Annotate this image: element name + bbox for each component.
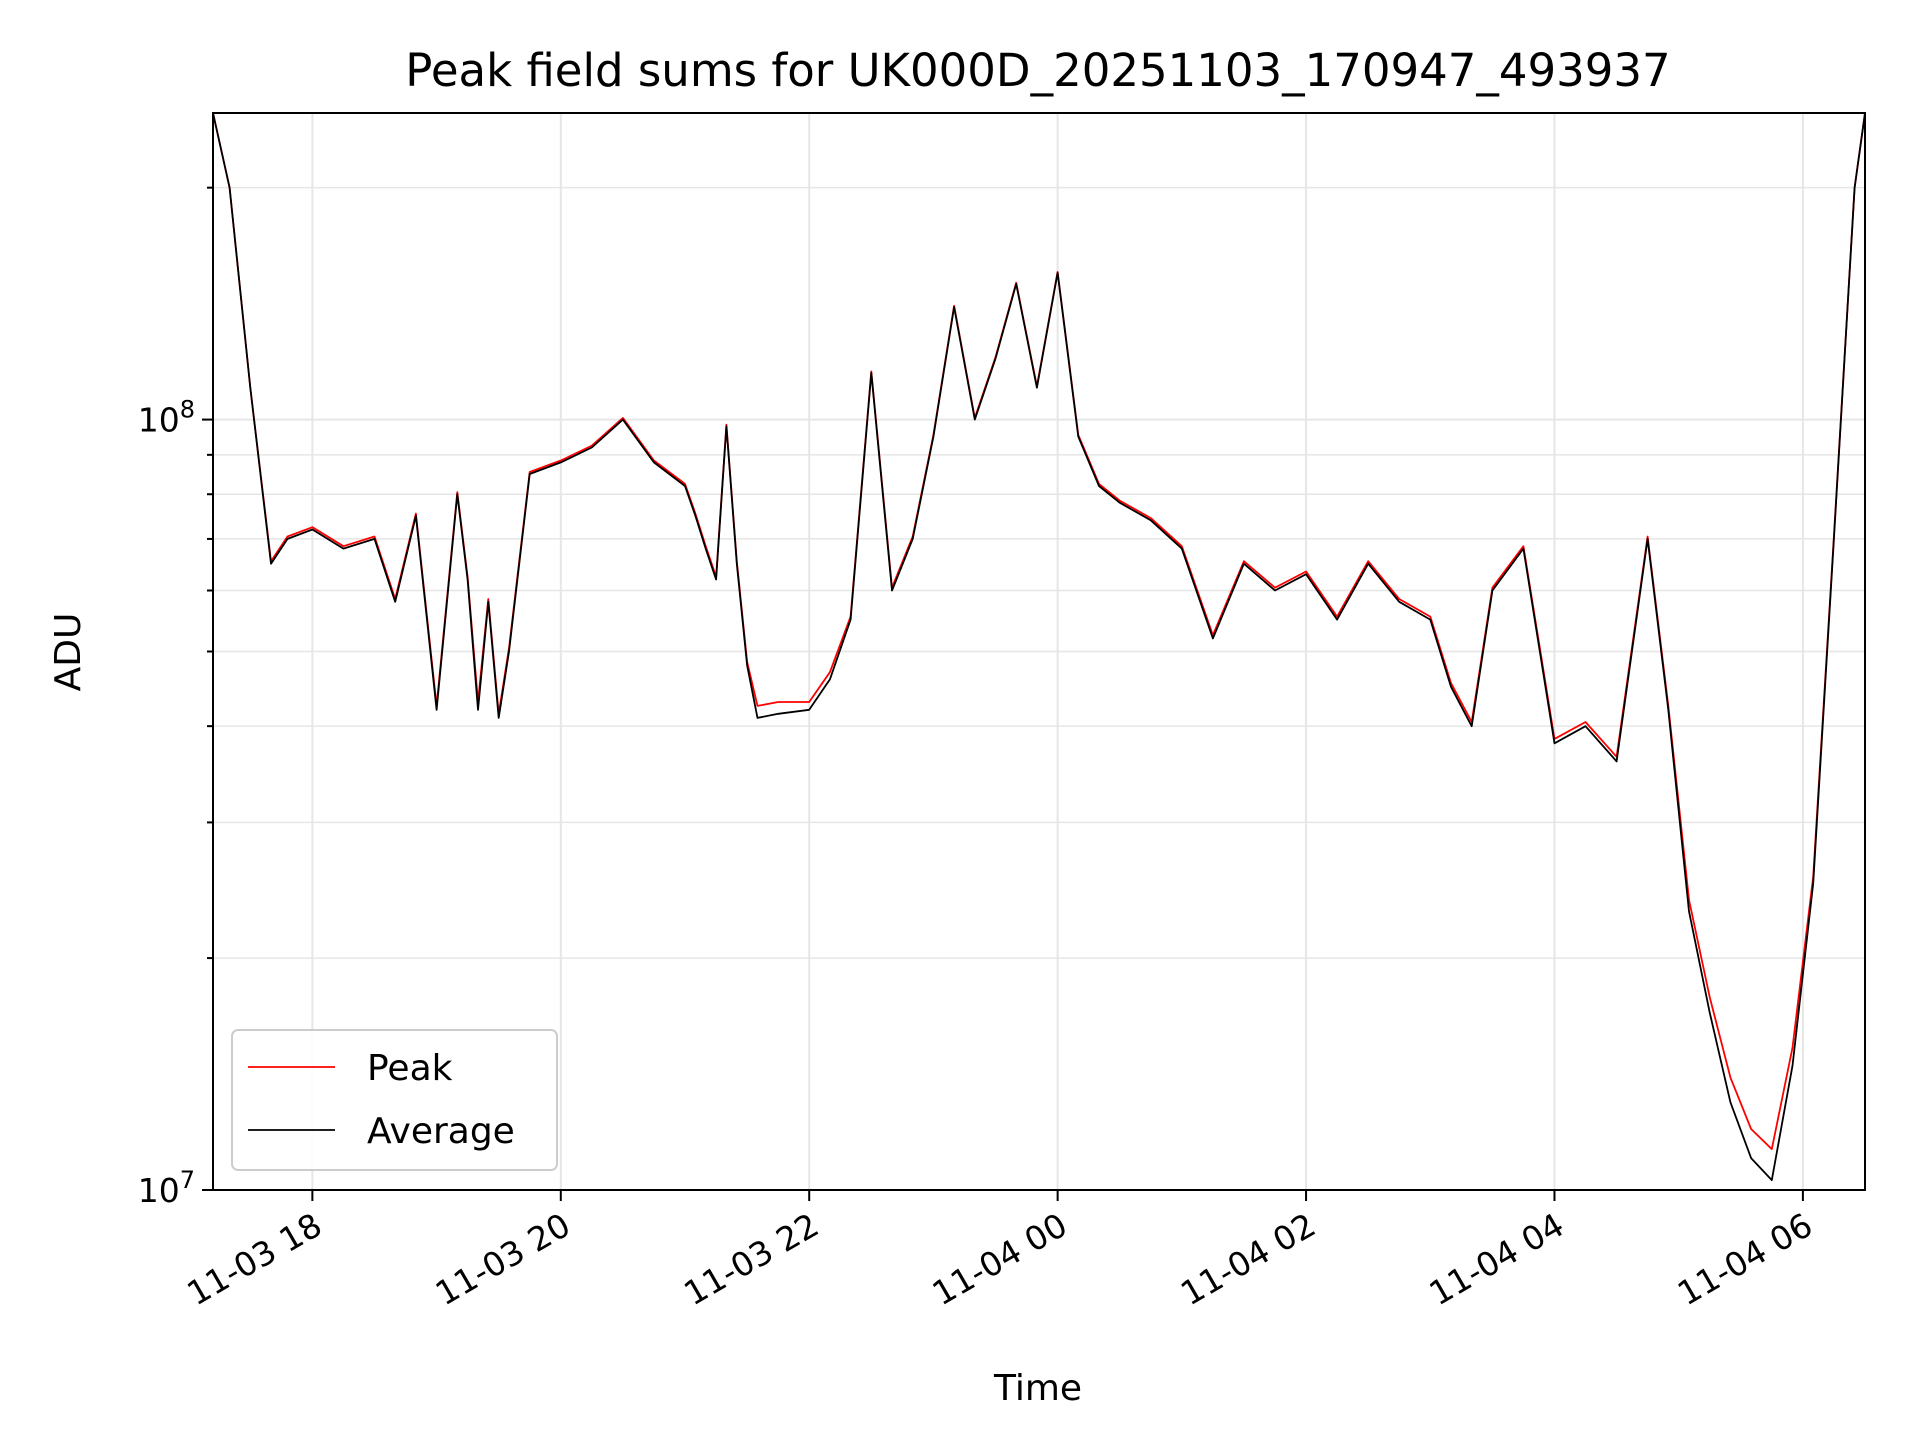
x-tick-label: 11-04 00 [926, 1205, 1074, 1313]
y-tick-label: 107 [138, 1166, 195, 1210]
y-tick-base: 10 [138, 1171, 180, 1210]
x-tick-label: 11-03 18 [180, 1205, 328, 1313]
legend-box [231, 1029, 558, 1171]
series-line-peak [212, 112, 1866, 1150]
y-tick-label: 108 [138, 396, 195, 440]
x-axis-label: Time [993, 1368, 1082, 1409]
x-tick-label: 11-04 02 [1174, 1205, 1322, 1313]
y-axis-label: ADU [48, 613, 89, 692]
x-tick-label: 11-03 20 [429, 1205, 577, 1313]
x-tick-label: 11-03 22 [677, 1205, 825, 1313]
x-axis-ticks: 11-03 18 11-03 20 11-03 22 11-04 00 11-04 02… [180, 1190, 1819, 1313]
chart-title: Peak field sums for UK000D_20251103_1709… [405, 44, 1670, 97]
legend: Peak Average [231, 1029, 558, 1171]
grid [213, 113, 1865, 1191]
x-tick-label: 11-04 04 [1422, 1205, 1570, 1313]
series-line-average [212, 112, 1866, 1181]
y-tick-base: 10 [138, 401, 180, 440]
legend-label-peak: Peak [367, 1048, 453, 1089]
legend-label-average: Average [367, 1111, 515, 1152]
x-tick-label: 11-04 06 [1671, 1205, 1819, 1313]
y-tick-exponent: 8 [180, 396, 195, 424]
y-tick-exponent: 7 [180, 1166, 195, 1194]
series-lines [212, 112, 1866, 1181]
